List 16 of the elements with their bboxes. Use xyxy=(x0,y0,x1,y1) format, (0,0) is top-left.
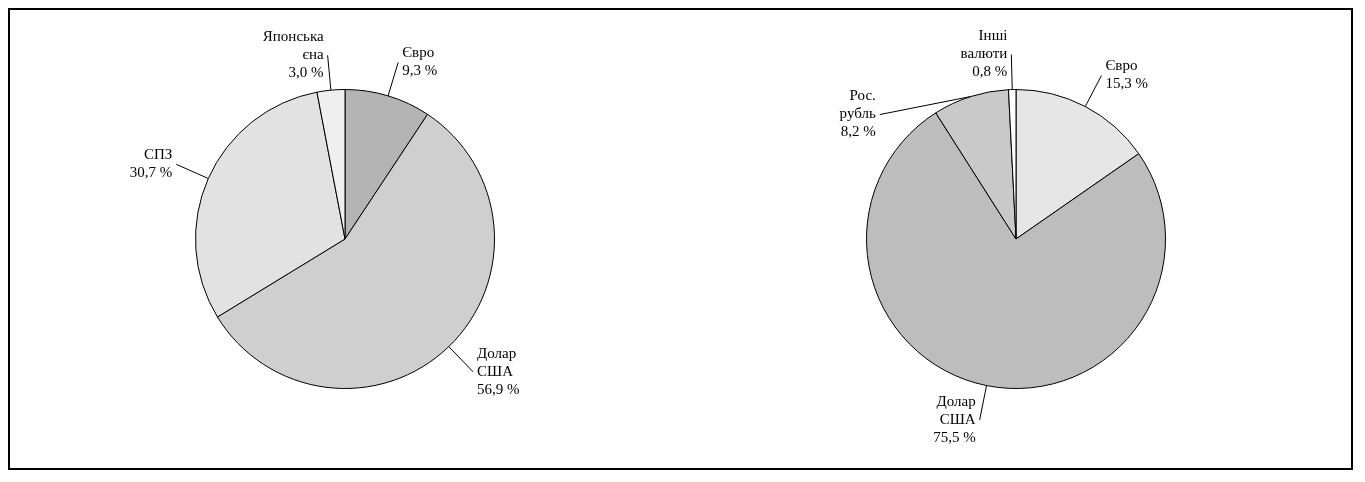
slice-label: Долар США xyxy=(477,344,517,379)
slice-label: СПЗ xyxy=(144,146,173,163)
slice-label: Рос. рубль xyxy=(839,87,876,122)
data-label: 8,2 % xyxy=(840,123,876,140)
slice-label: Євро xyxy=(1105,57,1138,74)
slice-label: Долар США xyxy=(936,392,976,427)
data-label: 3,0 % xyxy=(288,64,324,81)
data-label: 30,7 % xyxy=(130,164,173,181)
slice-label: Інші валюти xyxy=(960,27,1008,62)
data-label: 15,3 % xyxy=(1105,75,1148,92)
data-label: 56,9 % xyxy=(477,380,520,397)
data-label: 75,5 % xyxy=(932,428,976,445)
data-label: 9,3 % xyxy=(402,62,438,79)
slice-label: Євро xyxy=(402,44,435,61)
slice-label: Японська єна xyxy=(263,28,325,63)
data-label: 0,8 % xyxy=(972,63,1008,80)
